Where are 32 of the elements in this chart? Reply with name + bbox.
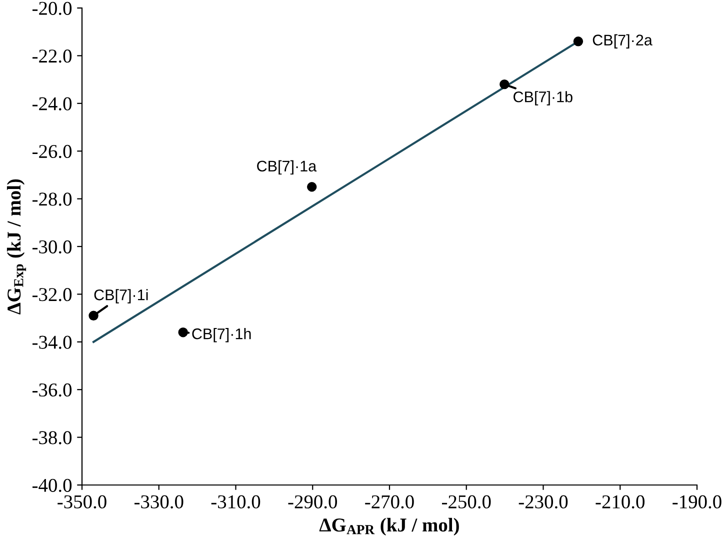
x-tick-label: -210.0 [596,495,644,508]
point [178,328,188,338]
y-tick-label: -24.0 [32,97,72,110]
y-tick-label: -36.0 [32,383,72,397]
x-tick-label: -350.0 [58,495,106,508]
y-tick-label: -26.0 [32,144,72,158]
y-tick-label: -38.0 [32,431,72,444]
annotation: CB[7]·1b [514,91,572,106]
x-tick-label: -230.0 [518,495,568,508]
point [306,182,317,192]
x-tick-label: -190.0 [672,495,722,508]
x-tick-label: -270.0 [365,495,414,508]
y-tick-label: -20.0 [32,2,72,16]
y-tick-label: -28.0 [32,192,72,206]
annotation: CB[7]·1a [257,160,317,175]
x-tick-label: -310.0 [211,495,260,508]
x-tick-label: -250.0 [442,495,491,508]
y-tick-label: -22.0 [32,50,72,63]
annotation: CB[7]·2a [592,34,652,49]
y-tick-label: -34.0 [32,336,72,349]
point [500,79,510,90]
x-tick-label: -290.0 [288,495,337,508]
y-tick-label: -30.0 [32,240,72,254]
point [88,310,98,321]
y-tick-label: -32.0 [32,288,72,302]
point [573,36,584,46]
x-tick-label: -330.0 [134,495,184,508]
annotation: CB[7]·1h [192,328,251,342]
annotation: CB[7]·1i [94,289,148,304]
y-axis-title: ΔG$_{Exp}$ (kJ / mol) [6,179,26,314]
y-tick-label: -40.0 [32,478,72,492]
x-axis-title: ΔG$_{APR}$ (kJ / mol) [319,518,459,536]
